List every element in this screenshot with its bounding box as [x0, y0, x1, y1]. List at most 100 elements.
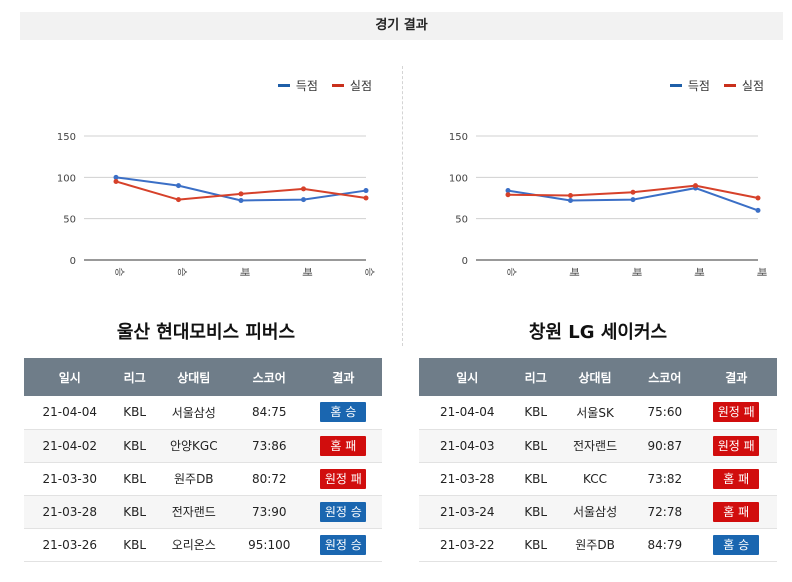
x-tick-label: 패 — [301, 267, 313, 276]
team-name: 울산 현대모비스 피버스 — [116, 322, 296, 343]
result-badge: 홈 패 — [713, 468, 760, 489]
y-tick-label: 100 — [449, 173, 468, 184]
data-point — [301, 186, 306, 192]
legend-item-conceded[interactable]: 실점 — [331, 77, 372, 94]
cell-score: 95:100 — [233, 528, 305, 562]
data-point — [363, 195, 369, 201]
team-panel-left: 0 50 100 150 승 승 패 패 승 득점 실점 울산 현대모비스 피버스 일시 리그 … — [20, 60, 392, 562]
table-row: 21-03-26 KBL 오리온스 95:100 원정 승 — [24, 528, 382, 562]
cell-result: 원정 패 — [695, 429, 777, 463]
legend-swatch-scored — [669, 84, 682, 87]
result-badge: 홈 승 — [320, 402, 367, 423]
data-point — [505, 192, 511, 198]
cell-score: 84:75 — [233, 396, 305, 430]
cell-date: 21-03-26 — [24, 528, 116, 562]
cell-league: KBL — [515, 528, 556, 562]
cell-result: 원정 승 — [304, 495, 382, 529]
result-badge: 원정 패 — [713, 402, 760, 423]
legend-swatch-scored — [277, 84, 290, 87]
legend-swatch-conceded — [723, 84, 736, 87]
cell-score: 72:78 — [634, 495, 696, 529]
chart-legend: 득점 실점 — [669, 77, 764, 94]
y-tick-label: 0 — [70, 256, 76, 267]
data-point — [113, 174, 119, 180]
column-header-opponent: 상대팀 — [153, 358, 234, 396]
table-row: 21-04-04 KBL 서울삼성 84:75 홈 승 — [24, 396, 382, 430]
legend-item-scored[interactable]: 득점 — [277, 77, 318, 94]
data-point — [630, 197, 636, 203]
result-badge: 원정 승 — [320, 501, 367, 522]
data-point — [113, 178, 119, 184]
result-badge: 홈 패 — [713, 501, 760, 522]
line-chart-svg: 0 50 100 150 승 승 패 패 승 — [57, 132, 375, 277]
table-row: 21-04-04 KBL 서울SK 75:60 원정 패 — [419, 396, 777, 430]
data-point — [755, 195, 761, 201]
cell-date: 21-03-28 — [24, 495, 116, 529]
cell-result: 원정 패 — [695, 396, 777, 430]
result-badge: 원정 패 — [320, 468, 367, 489]
cell-date: 21-04-04 — [419, 396, 516, 430]
column-header-date: 일시 — [24, 358, 116, 396]
x-tick-label: 패 — [568, 267, 580, 276]
legend-label-conceded: 실점 — [741, 79, 764, 93]
table-row: 21-03-28 KBL 전자랜드 73:90 원정 승 — [24, 495, 382, 529]
data-point — [630, 189, 636, 195]
table-row: 21-03-22 KBL 원주DB 84:79 홈 승 — [419, 528, 777, 562]
x-tick-label: 패 — [238, 267, 250, 276]
cell-result: 홈 패 — [695, 462, 777, 496]
legend-label-scored: 득점 — [687, 79, 710, 93]
cell-result: 홈 승 — [695, 528, 777, 562]
y-tick-label: 50 — [63, 215, 76, 226]
cell-league: KBL — [515, 429, 556, 463]
data-point — [755, 207, 761, 213]
cell-date: 21-04-03 — [419, 429, 516, 463]
table-row: 21-03-30 KBL 원주DB 80:72 원정 패 — [24, 462, 382, 496]
result-badge: 홈 승 — [713, 534, 760, 555]
result-badge: 원정 패 — [713, 435, 760, 456]
series-line-scored — [115, 176, 367, 202]
x-tick-label: 패 — [630, 267, 642, 276]
score-chart: 0 50 100 150 승 승 패 패 승 득점 실점 — [20, 60, 392, 280]
cell-date: 21-03-30 — [24, 462, 116, 496]
y-tick-label: 50 — [455, 215, 468, 226]
legend-label-scored: 득점 — [295, 79, 318, 93]
cell-score: 75:60 — [634, 396, 696, 430]
cell-opponent: 서울삼성 — [153, 396, 234, 430]
data-point — [505, 188, 511, 194]
legend-item-conceded[interactable]: 실점 — [723, 77, 764, 94]
cell-score: 84:79 — [634, 528, 696, 562]
y-tick-label: 150 — [57, 132, 76, 143]
cell-opponent: 원주DB — [153, 462, 234, 496]
x-tick-label: 승 — [176, 267, 188, 276]
x-tick-label: 승 — [113, 267, 125, 276]
team-panel-right: 0 50 100 150 승 패 패 패 패 득점 실점 창원 LG 세이커스 일시 리그 상대… — [412, 60, 784, 562]
table-row: 21-03-28 KBL KCC 73:82 홈 패 — [419, 462, 777, 496]
column-header-opponent: 상대팀 — [555, 358, 635, 396]
cell-date: 21-04-04 — [24, 396, 116, 430]
cell-result: 원정 패 — [304, 462, 382, 496]
legend-swatch-conceded — [331, 84, 344, 87]
table-header-row: 일시 리그 상대팀 스코어 결과 — [419, 358, 777, 396]
cell-date: 21-04-02 — [24, 429, 116, 463]
column-header-league: 리그 — [515, 358, 556, 396]
cell-league: KBL — [115, 396, 154, 430]
cell-league: KBL — [115, 495, 154, 529]
y-tick-label: 150 — [449, 132, 468, 143]
data-point — [301, 197, 306, 203]
data-point — [238, 197, 244, 203]
cell-league: KBL — [115, 528, 154, 562]
cell-opponent: 서울SK — [555, 396, 635, 430]
column-header-score: 스코어 — [634, 358, 696, 396]
data-point — [568, 193, 573, 199]
results-table: 일시 리그 상대팀 스코어 결과 21-04-04 KBL 서울SK 75:60 원정 … — [419, 358, 777, 562]
cell-date: 21-03-28 — [419, 462, 516, 496]
cell-opponent: KCC — [555, 462, 635, 496]
data-point — [568, 197, 573, 203]
result-badge: 홈 패 — [320, 435, 367, 456]
x-tick-label: 패 — [755, 267, 767, 276]
x-tick-label: 승 — [363, 267, 375, 276]
result-badge: 원정 승 — [320, 534, 367, 555]
cell-score: 73:90 — [233, 495, 305, 529]
cell-league: KBL — [115, 462, 154, 496]
legend-item-scored[interactable]: 득점 — [669, 77, 710, 94]
